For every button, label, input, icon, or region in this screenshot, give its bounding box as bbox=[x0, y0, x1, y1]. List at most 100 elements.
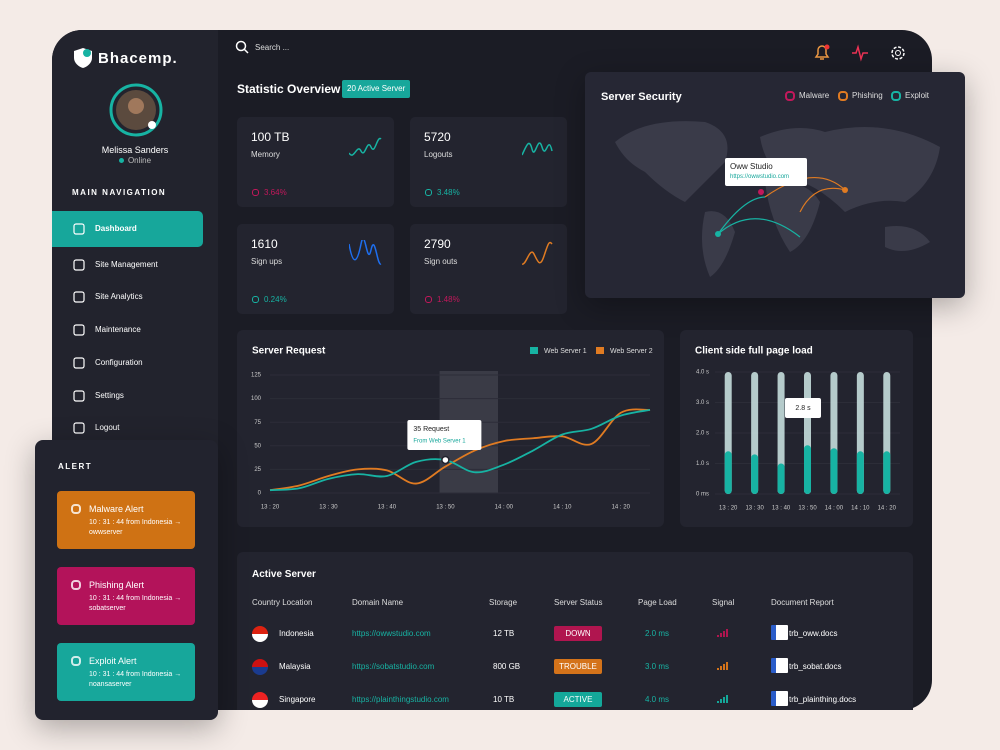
flag bbox=[252, 659, 268, 675]
alert-text: 10 : 31 : 44 from Indonesia → bbox=[89, 671, 182, 678]
signal-bar bbox=[720, 633, 722, 637]
bar bbox=[777, 463, 785, 494]
stat-label: Sign outs bbox=[424, 257, 458, 266]
x-tick-label: 13 : 30 bbox=[745, 506, 764, 512]
nav-item[interactable]: Site Management bbox=[95, 260, 158, 269]
stat-label: Logouts bbox=[424, 150, 453, 159]
security-title: Server Security bbox=[601, 91, 682, 103]
x-tick-label: 13 : 20 bbox=[719, 506, 738, 512]
active-badge: 20 Active Server bbox=[342, 80, 411, 98]
stat-change: 0.24% bbox=[264, 295, 287, 304]
bar bbox=[804, 445, 811, 494]
x-tick-label: 13 : 50 bbox=[436, 505, 455, 511]
x-tick-label: 14 : 10 bbox=[553, 505, 572, 511]
stat-label: Sign ups bbox=[251, 257, 283, 266]
legend-dot bbox=[838, 91, 848, 101]
user-name: Melissa Sanders bbox=[101, 145, 169, 155]
change-dot bbox=[252, 189, 259, 196]
storage: 10 TB bbox=[493, 695, 515, 704]
nav-icon bbox=[73, 357, 85, 369]
country: Malaysia bbox=[279, 662, 311, 671]
series-line bbox=[269, 408, 651, 492]
doc-icon bbox=[771, 658, 788, 673]
signal-bar bbox=[720, 666, 722, 670]
domain[interactable]: https://owwstudio.com bbox=[352, 629, 431, 638]
nav-item[interactable]: Logout bbox=[95, 423, 120, 432]
overview-title: Statistic Overview bbox=[237, 82, 341, 96]
alert-card[interactable]: Malware Alert 10 : 31 : 44 from Indonesia… bbox=[57, 491, 195, 549]
signal-bar bbox=[720, 699, 722, 703]
top-icons bbox=[814, 44, 905, 62]
change-dot bbox=[425, 189, 432, 196]
search-icon bbox=[235, 40, 249, 54]
document[interactable]: trb_oww.docs bbox=[789, 629, 838, 638]
storage: 800 GB bbox=[493, 662, 521, 671]
nav-item[interactable]: Maintenance bbox=[95, 325, 141, 334]
y-tick-label: 2.0 s bbox=[696, 431, 709, 437]
logo bbox=[74, 48, 92, 68]
signal-bar bbox=[726, 662, 728, 670]
stat-change: 1.48% bbox=[437, 295, 460, 304]
y-tick-label: 125 bbox=[251, 373, 262, 379]
flag bbox=[252, 626, 268, 642]
x-tick-label: 14 : 00 bbox=[825, 506, 844, 512]
alert-name: Phishing Alert bbox=[89, 580, 145, 590]
table-title: Active Server bbox=[252, 569, 316, 580]
x-tick-label: 13 : 30 bbox=[319, 505, 338, 511]
nav-item[interactable]: Site Analytics bbox=[95, 292, 143, 301]
bar bbox=[751, 454, 759, 494]
page-load: 3.0 ms bbox=[645, 662, 670, 671]
alert-title: ALERT bbox=[58, 462, 93, 471]
y-tick-label: 50 bbox=[254, 443, 261, 449]
domain[interactable]: https://sobatstudio.com bbox=[352, 662, 435, 671]
nav-active-bg bbox=[52, 211, 203, 247]
legend-dot bbox=[891, 91, 901, 101]
alert-name: Exploit Alert bbox=[89, 656, 137, 666]
nav-item[interactable]: Settings bbox=[95, 391, 124, 400]
doc-icon bbox=[771, 625, 788, 640]
y-tick-label: 1.0 s bbox=[696, 461, 709, 467]
signal-bar bbox=[726, 629, 728, 637]
x-tick-label: 13 : 20 bbox=[261, 505, 280, 511]
y-tick-label: 0 bbox=[258, 491, 262, 497]
status: DOWN bbox=[554, 626, 602, 641]
stat-card: 5720 Logouts 3.48% bbox=[410, 117, 567, 207]
y-tick-label: 0 ms bbox=[696, 492, 709, 498]
nav-item[interactable]: Configuration bbox=[95, 358, 143, 367]
signal bbox=[717, 694, 729, 703]
country: Singapore bbox=[279, 695, 316, 704]
signal-bar bbox=[717, 668, 719, 670]
signal bbox=[717, 628, 729, 637]
alert-card[interactable]: Exploit Alert 10 : 31 : 44 from Indonesia… bbox=[57, 643, 195, 701]
legend-label: Phishing bbox=[852, 91, 883, 100]
signal-bar bbox=[717, 701, 719, 703]
tooltip-text: From Web Server 1 bbox=[413, 439, 466, 445]
tooltip-title: Oww Studio bbox=[730, 162, 773, 171]
y-tick-label: 3.0 s bbox=[696, 400, 709, 406]
flag bbox=[252, 692, 268, 708]
nav-icon bbox=[73, 291, 85, 303]
legend-label: Exploit bbox=[905, 91, 930, 100]
nav-item[interactable]: Dashboard bbox=[95, 224, 137, 233]
doc-icon bbox=[771, 691, 788, 706]
stat-card: 100 TB Memory 3.64% bbox=[237, 117, 394, 207]
stat-value: 100 TB bbox=[251, 130, 290, 144]
document[interactable]: trb_plainthing.docs bbox=[789, 695, 857, 704]
stat-card: 2790 Sign outs 1.48% bbox=[410, 224, 567, 314]
sparkline bbox=[349, 240, 382, 265]
column-header: Country Location bbox=[252, 598, 313, 607]
y-tick-label: 75 bbox=[254, 420, 261, 426]
legend-swatch bbox=[530, 347, 538, 354]
alert-source: owwserver bbox=[89, 529, 123, 536]
bar bbox=[856, 451, 864, 494]
security-panel: Server Security Malware Phishing Exploit O… bbox=[585, 72, 965, 298]
alert-card[interactable]: Phishing Alert 10 : 31 : 44 from Indonesi… bbox=[57, 567, 195, 625]
stat-value: 5720 bbox=[424, 130, 451, 144]
search[interactable]: Search ... bbox=[255, 43, 290, 52]
domain[interactable]: https://plainthingstudio.com bbox=[352, 695, 449, 704]
document[interactable]: trb_sobat.docs bbox=[789, 662, 842, 671]
tooltip-box bbox=[407, 419, 482, 450]
legend-label: Web Server 2 bbox=[610, 348, 653, 355]
legend-swatch bbox=[596, 347, 604, 354]
nav-icon bbox=[73, 259, 85, 271]
